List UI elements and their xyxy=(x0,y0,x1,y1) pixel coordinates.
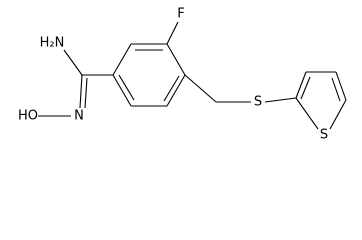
atom-label: S xyxy=(320,128,328,143)
page: F H₂N HO N S S (() => { const data = JSO… xyxy=(17,6,347,143)
bonds xyxy=(38,21,347,130)
bond xyxy=(79,74,83,109)
atom-label: N xyxy=(74,109,84,124)
bond xyxy=(163,75,180,102)
bond xyxy=(112,74,132,107)
atom-label: F xyxy=(177,7,184,22)
bond xyxy=(335,71,347,101)
bond xyxy=(84,77,88,109)
bond xyxy=(329,99,347,130)
bond xyxy=(331,77,341,102)
atom-label: H₂N xyxy=(40,36,65,51)
bond xyxy=(295,71,307,99)
bond xyxy=(63,49,83,76)
bond xyxy=(300,76,311,100)
bond xyxy=(166,74,186,107)
bond xyxy=(118,74,135,101)
bond xyxy=(295,97,319,130)
bond xyxy=(166,43,186,76)
bond xyxy=(264,97,297,103)
structure-diagram: F H₂N HO N S S xyxy=(18,7,347,143)
bond xyxy=(166,21,179,45)
atom-label: HO xyxy=(18,109,38,124)
bond xyxy=(184,74,217,103)
bond xyxy=(112,43,132,76)
atom-label: S xyxy=(254,95,262,110)
